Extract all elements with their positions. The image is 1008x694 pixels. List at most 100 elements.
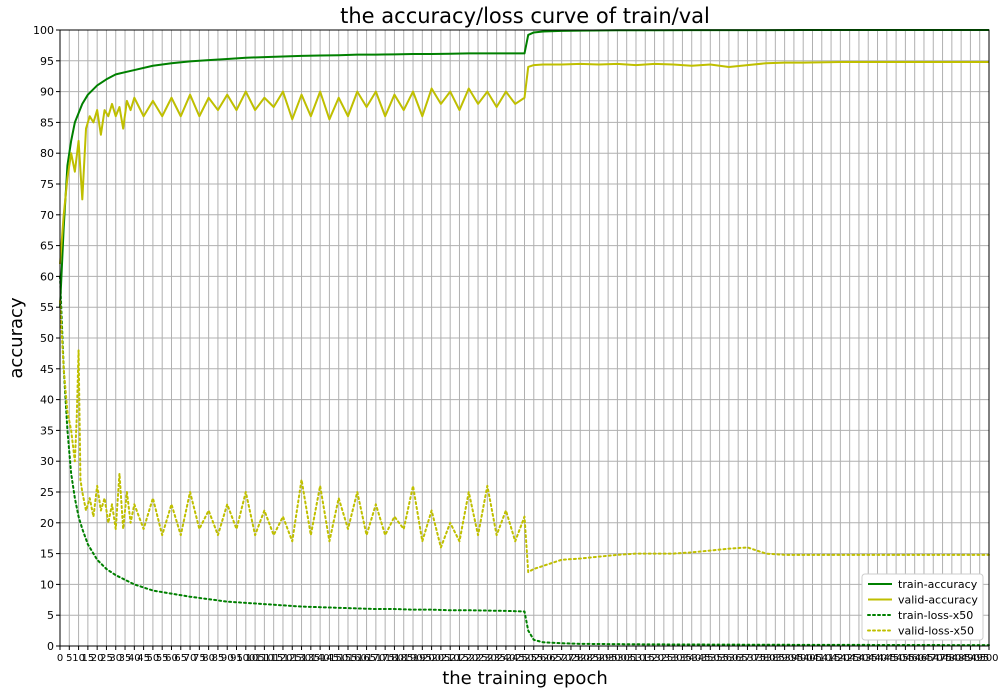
y-tick-label: 50 — [40, 332, 54, 345]
series-line-valid-accuracy — [59, 61, 989, 265]
x-tick-label: 30 — [109, 653, 122, 664]
x-tick-label: 65 — [174, 653, 187, 664]
y-tick-label: 75 — [40, 178, 54, 191]
x-tick-label: 200 — [422, 653, 441, 664]
x-tick-label: 365 — [729, 653, 748, 664]
x-tick-label: 175 — [376, 653, 395, 664]
x-tick-label: 310 — [626, 653, 645, 664]
x-tick-label: 140 — [311, 653, 330, 664]
x-tick-label: 160 — [348, 653, 367, 664]
x-axis-title: the training epoch — [442, 668, 608, 689]
x-tick-label: 250 — [515, 653, 534, 664]
x-tick-label: 50 — [147, 653, 160, 664]
x-tick-label: 135 — [301, 653, 320, 664]
legend-label: train-loss-x50 — [898, 609, 973, 622]
x-tick-label: 430 — [849, 653, 868, 664]
y-tick-label: 85 — [40, 116, 54, 129]
x-tick-label: 290 — [589, 653, 608, 664]
x-tick-label: 145 — [320, 653, 339, 664]
x-tick-label: 390 — [775, 653, 794, 664]
x-tick-label: 185 — [394, 653, 413, 664]
x-tick-label: 220 — [459, 653, 478, 664]
y-axis-ticks: 0 5 10 15 20 25 30 35 40 45 50 55 60 65 70 75 80 85 90 95 10… — [33, 24, 60, 653]
x-tick-label: 480 — [942, 653, 961, 664]
x-tick-label: 235 — [487, 653, 506, 664]
x-tick-label: 350 — [701, 653, 720, 664]
x-tick-label: 385 — [766, 653, 785, 664]
x-tick-label: 105 — [246, 653, 265, 664]
y-tick-label: 90 — [40, 86, 54, 99]
y-tick-label: 15 — [40, 548, 54, 561]
x-tick-label: 85 — [212, 653, 225, 664]
y-tick-label: 5 — [47, 609, 54, 622]
x-tick-label: 190 — [403, 653, 422, 664]
x-tick-label: 195 — [413, 653, 432, 664]
legend: train-accuracy valid-accuracy train-loss-x… — [861, 573, 984, 641]
x-tick-label: 275 — [561, 653, 580, 664]
x-tick-label: 355 — [710, 653, 729, 664]
x-tick-label: 325 — [654, 653, 673, 664]
y-axis-title: accuracy — [6, 297, 27, 379]
x-tick-label: 295 — [599, 653, 618, 664]
x-tick-label: 500 — [979, 653, 998, 664]
y-tick-label: 55 — [40, 301, 54, 314]
x-tick-label: 485 — [952, 653, 971, 664]
x-tick-label: 460 — [905, 653, 924, 664]
y-tick-label: 100 — [33, 24, 54, 37]
x-tick-label: 130 — [292, 653, 311, 664]
y-tick-label: 95 — [40, 55, 54, 68]
x-tick-label: 180 — [385, 653, 404, 664]
x-tick-label: 80 — [202, 653, 215, 664]
x-tick-label: 75 — [193, 653, 206, 664]
y-tick-label: 35 — [40, 424, 54, 437]
x-tick-label: 100 — [236, 653, 255, 664]
series-line-train-loss-x50 — [59, 275, 990, 647]
x-tick-label: 315 — [636, 653, 655, 664]
x-tick-label: 445 — [877, 653, 896, 664]
legend-box — [861, 573, 984, 641]
x-tick-label: 155 — [338, 653, 357, 664]
x-tick-label: 335 — [673, 653, 692, 664]
x-tick-label: 55 — [156, 653, 169, 664]
grid — [59, 29, 990, 647]
y-tick-label: 40 — [40, 394, 54, 407]
x-tick-label: 450 — [887, 653, 906, 664]
x-tick-label: 440 — [868, 653, 887, 664]
x-tick-label: 360 — [719, 653, 738, 664]
x-tick-label: 40 — [128, 653, 141, 664]
x-tick-label: 470 — [924, 653, 943, 664]
y-tick-label: 20 — [40, 517, 54, 530]
x-tick-label: 420 — [831, 653, 850, 664]
x-tick-label: 170 — [366, 653, 385, 664]
x-tick-label: 5 — [66, 653, 72, 664]
x-tick-label: 410 — [812, 653, 831, 664]
y-tick-label: 30 — [40, 455, 54, 468]
x-tick-label: 320 — [645, 653, 664, 664]
x-tick-label: 495 — [970, 653, 989, 664]
x-tick-label: 10 — [72, 653, 85, 664]
x-tick-label: 15 — [82, 653, 95, 664]
x-tick-label: 35 — [119, 653, 132, 664]
x-tick-label: 245 — [506, 653, 525, 664]
x-tick-label: 120 — [273, 653, 292, 664]
x-tick-label: 60 — [165, 653, 178, 664]
x-tick-label: 340 — [682, 653, 701, 664]
chart-title: the accuracy/loss curve of train/val — [340, 4, 710, 28]
x-tick-label: 210 — [441, 653, 460, 664]
legend-label: valid-accuracy — [898, 594, 978, 607]
x-tick-label: 465 — [914, 653, 933, 664]
x-tick-label: 415 — [822, 653, 841, 664]
series-line-valid-loss-x50 — [59, 300, 990, 574]
y-tick-label: 0 — [47, 640, 54, 653]
x-tick-label: 70 — [184, 653, 197, 664]
x-axis-ticks: 0 5 10152025303540455055606570758085909510… — [57, 646, 999, 664]
y-tick-label: 80 — [40, 147, 54, 160]
y-tick-label: 25 — [40, 486, 54, 499]
x-tick-label: 475 — [933, 653, 952, 664]
x-tick-label: 345 — [691, 653, 710, 664]
x-tick-label: 375 — [747, 653, 766, 664]
x-tick-label: 285 — [580, 653, 599, 664]
y-tick-label: 70 — [40, 209, 54, 222]
x-tick-label: 95 — [230, 653, 243, 664]
